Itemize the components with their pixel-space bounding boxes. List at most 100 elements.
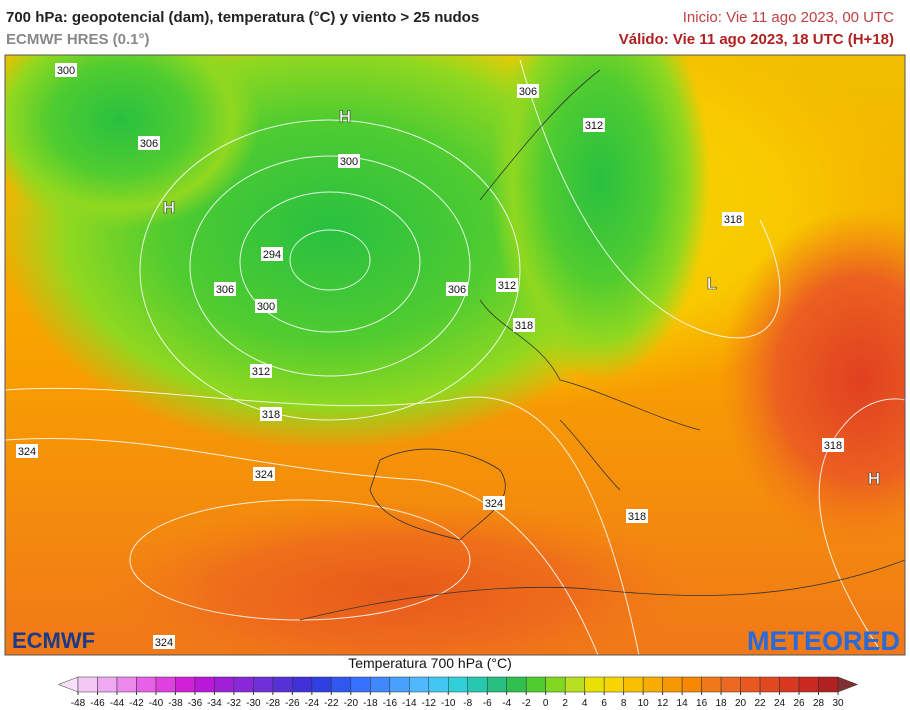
colorbar-tick-label: -40 bbox=[149, 698, 164, 709]
colorbar-swatch bbox=[818, 676, 839, 693]
colorbar-swatch bbox=[448, 676, 468, 693]
colorbar-tick-label: -48 bbox=[71, 698, 86, 709]
colorbar-tick-label: 2 bbox=[562, 698, 568, 709]
colorbar-swatch bbox=[311, 676, 332, 693]
map-title: 700 hPa: geopotencial (dam), temperatura… bbox=[6, 9, 480, 26]
contour-label: 306 bbox=[140, 138, 158, 150]
colorbar-swatch bbox=[642, 676, 663, 693]
colorbar-tick-label: -38 bbox=[168, 698, 183, 709]
contour-label: 318 bbox=[515, 320, 533, 332]
colorbar-tick-label: 14 bbox=[677, 698, 689, 709]
colorbar-tick-label: 26 bbox=[793, 698, 805, 709]
pressure-center: H bbox=[163, 198, 175, 217]
colorbar-swatch bbox=[116, 676, 137, 693]
contour-label-box bbox=[483, 496, 505, 510]
contour-label-box bbox=[338, 154, 360, 168]
colorbar-swatch bbox=[389, 676, 410, 693]
colorbar-swatch bbox=[175, 676, 196, 693]
contour-label: 318 bbox=[262, 409, 280, 421]
colorbar-tick-label: 8 bbox=[621, 698, 627, 709]
valid-time: Válido: Vie 11 ago 2023, 18 UTC (H+18) bbox=[618, 31, 894, 48]
colorbar-swatch bbox=[584, 676, 605, 693]
colorbar-swatch bbox=[740, 676, 761, 693]
colorbar-tick-label: -4 bbox=[502, 698, 511, 709]
colorbar-swatch bbox=[214, 676, 235, 693]
colorbar-tick-label: -36 bbox=[188, 698, 203, 709]
contour-label-box bbox=[253, 467, 275, 481]
pressure-center: H bbox=[868, 469, 880, 488]
colorbar-swatch bbox=[701, 676, 722, 693]
colorbar-swatch bbox=[350, 676, 371, 693]
colorbar-tick-label: -28 bbox=[266, 698, 281, 709]
model-name: ECMWF HRES (0.1°) bbox=[6, 31, 150, 48]
colorbar-tick-label: -8 bbox=[463, 698, 472, 709]
colorbar-tick-label: -34 bbox=[207, 698, 222, 709]
contour-label: 294 bbox=[263, 249, 281, 261]
colorbar-tick-label: -44 bbox=[110, 698, 125, 709]
colorbar-tick-label: -16 bbox=[383, 698, 398, 709]
contour-label: 306 bbox=[519, 86, 537, 98]
contour-label-box bbox=[822, 438, 844, 452]
colorbar-swatch bbox=[272, 676, 293, 693]
contour-label: 312 bbox=[585, 120, 603, 132]
colorbar-end bbox=[837, 676, 859, 693]
contour-label: 312 bbox=[498, 280, 516, 292]
colorbar-tick-label: -10 bbox=[441, 698, 456, 709]
colorbar-swatch bbox=[467, 676, 488, 693]
colorbar-tick-label: -2 bbox=[522, 698, 531, 709]
contour-label: 318 bbox=[724, 214, 742, 226]
colorbar-swatch bbox=[292, 676, 313, 693]
colorbar-swatch bbox=[486, 676, 507, 693]
logo-ecmwf: ECMWF bbox=[12, 628, 95, 653]
colorbar-swatch bbox=[662, 676, 683, 693]
contour-label: 300 bbox=[340, 156, 358, 168]
contour-label-box bbox=[583, 118, 605, 132]
colorbar-tick-label: 0 bbox=[543, 698, 549, 709]
colorbar-swatch bbox=[331, 676, 352, 693]
logo-meteored: METEORED bbox=[747, 626, 900, 656]
colorbar-swatch bbox=[603, 676, 624, 693]
contour-label-box bbox=[214, 282, 236, 296]
colorbar-swatch bbox=[779, 676, 800, 693]
map-field bbox=[5, 55, 905, 655]
colorbar-tick-label: 22 bbox=[754, 698, 766, 709]
contour-label-box bbox=[517, 84, 539, 98]
colorbar-swatch bbox=[525, 676, 546, 693]
colorbar-tick-label: -46 bbox=[90, 698, 105, 709]
colorbar-tick-label: -12 bbox=[422, 698, 437, 709]
run-start: Inicio: Vie 11 ago 2023, 00 UTC bbox=[682, 9, 894, 26]
colorbar-tick-label: 30 bbox=[832, 698, 844, 709]
colorbar-tick-label: 6 bbox=[601, 698, 607, 709]
contour-label: 324 bbox=[155, 637, 173, 649]
colorbar-swatch bbox=[623, 676, 644, 693]
colorbar-tick-label: 12 bbox=[657, 698, 669, 709]
colorbar-swatch bbox=[798, 676, 819, 693]
pressure-center: L bbox=[707, 274, 717, 293]
contour-label: 324 bbox=[485, 498, 503, 510]
contour-label: 318 bbox=[628, 511, 646, 523]
colorbar-tick-label: 4 bbox=[582, 698, 588, 709]
contour-label-box bbox=[55, 63, 77, 77]
contour-label-box bbox=[153, 635, 175, 649]
colorbar-tick-label: -30 bbox=[246, 698, 261, 709]
contour-label: 306 bbox=[216, 284, 234, 296]
colorbar-tick-label: 24 bbox=[774, 698, 786, 709]
contour-label: 300 bbox=[257, 301, 275, 313]
colorbar-tick-label: -22 bbox=[324, 698, 339, 709]
contour-label-box bbox=[250, 364, 272, 378]
colorbar-swatch bbox=[545, 676, 566, 693]
contour-label-box bbox=[261, 247, 283, 261]
colorbar-tick-label: 20 bbox=[735, 698, 747, 709]
colorbar-tick-label: 10 bbox=[638, 698, 650, 709]
colorbar-tick-label: -18 bbox=[363, 698, 378, 709]
colorbar-swatch bbox=[136, 676, 157, 693]
colorbar-swatch bbox=[370, 676, 391, 693]
colorbar-tick-label: -42 bbox=[129, 698, 144, 709]
colorbar-title: Temperatura 700 hPa (°C) bbox=[348, 655, 512, 671]
contour-label-box bbox=[722, 212, 744, 226]
pressure-center: H bbox=[339, 107, 351, 126]
contour-label-box bbox=[138, 136, 160, 150]
colorbar-swatch bbox=[759, 676, 780, 693]
